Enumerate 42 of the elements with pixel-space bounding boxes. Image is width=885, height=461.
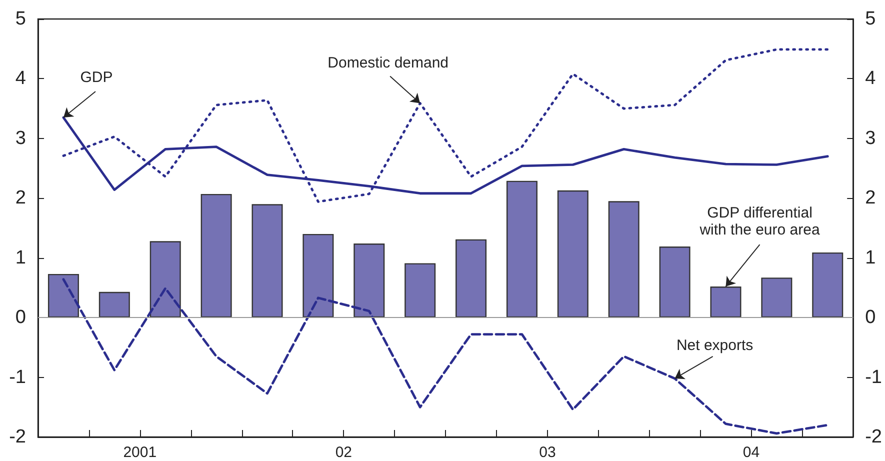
y2-tick-label: -1 (865, 366, 882, 388)
annotation: Net exports (676, 336, 754, 354)
y-tick-label: 2 (15, 188, 26, 209)
y-tick-label: 4 (15, 68, 26, 90)
bar (659, 246, 690, 318)
annotation: GDP (80, 69, 113, 86)
bar (506, 180, 538, 318)
y2-tick-label: 1 (865, 247, 876, 268)
bar (456, 239, 487, 318)
y2-tick-label: 2 (865, 188, 876, 209)
bar (557, 190, 588, 318)
bar (48, 274, 79, 318)
bar (200, 194, 232, 318)
y-tick-label: -1 (9, 366, 26, 388)
y2-tick-label: 5 (865, 8, 876, 30)
y2-tick-label: 4 (865, 68, 876, 90)
y-tick-label: 0 (15, 307, 26, 328)
x-tick-label: 2001 (123, 444, 157, 461)
bar (761, 278, 792, 318)
y2-tick-label: 3 (865, 128, 876, 149)
x-tick-label: 04 (742, 444, 760, 461)
x-tick-label: 02 (335, 444, 352, 461)
bar (710, 286, 742, 318)
y2-tick-label: -2 (865, 426, 882, 448)
bar (354, 244, 385, 318)
y-tick-label: 3 (15, 128, 26, 149)
bar (150, 241, 181, 318)
annotation: Domestic demand (328, 54, 449, 72)
line-series (62, 278, 829, 435)
line-series (62, 48, 829, 203)
y2-tick-label: 0 (865, 307, 876, 328)
y-tick-label: 5 (15, 8, 26, 30)
bar (98, 292, 130, 318)
bar (812, 252, 844, 318)
y-tick-label: 1 (15, 247, 26, 268)
x-tick-label: 03 (539, 444, 556, 461)
y-tick-label: -2 (9, 426, 26, 448)
bar (302, 234, 334, 318)
bar (252, 204, 283, 318)
bar (404, 263, 436, 318)
annotation: GDP differential with the euro area (698, 204, 820, 239)
bar (608, 201, 640, 318)
